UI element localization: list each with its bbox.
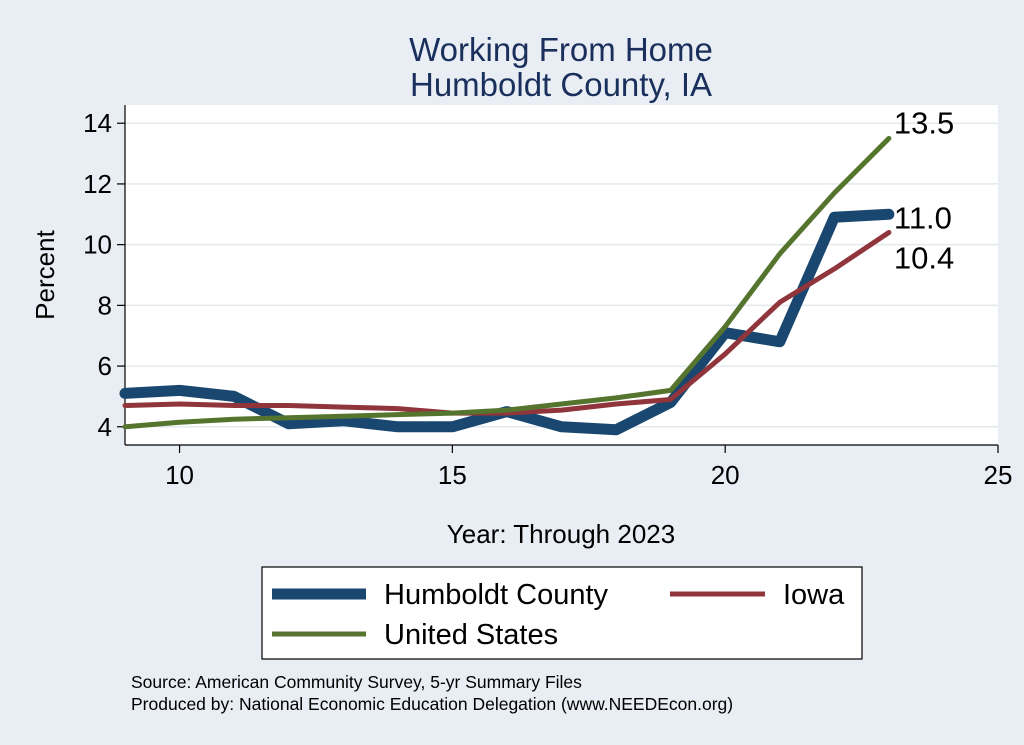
legend: Humboldt County Iowa United States xyxy=(261,566,863,660)
series-line-united-states xyxy=(122,135,892,430)
series-line-iowa xyxy=(122,230,892,416)
series-lines xyxy=(119,135,895,436)
y-tick-label-8: 8 xyxy=(98,290,112,320)
legend-label-iowa: Iowa xyxy=(783,579,845,611)
y-tick-label-14: 14 xyxy=(83,108,112,138)
y-tick-label-6: 6 xyxy=(98,351,112,381)
legend-label-us: United States xyxy=(384,619,558,651)
y-axis-title: Percent xyxy=(30,229,60,319)
chart-title-line-1: Working From Home xyxy=(409,31,713,68)
x-tick-label-15: 15 xyxy=(438,460,467,490)
end-label-humboldt-county: 11.0 xyxy=(894,200,952,235)
y-tick-label-4: 4 xyxy=(98,412,112,442)
legend-box xyxy=(261,566,863,660)
chart-title-line-2: Humboldt County, IA xyxy=(410,66,712,103)
source-note: Source: American Community Survey, 5-yr … xyxy=(131,672,582,692)
end-labels: 13.5 11.0 10.4 xyxy=(894,105,954,275)
legend-label-humboldt: Humboldt County xyxy=(384,579,609,611)
x-tick-label-10: 10 xyxy=(165,460,194,490)
end-label-iowa: 10.4 xyxy=(894,241,954,276)
gridlines xyxy=(125,122,998,428)
producer-note: Produced by: National Economic Education… xyxy=(131,694,733,714)
plot-area xyxy=(125,105,998,445)
y-tick-label-12: 12 xyxy=(83,169,112,199)
x-axis-title: Year: Through 2023 xyxy=(447,519,675,549)
x-tick-label-20: 20 xyxy=(711,460,740,490)
axes: 4 6 8 10 12 14 10 15 20 25 xyxy=(83,105,1012,490)
x-tick-label-25: 25 xyxy=(984,460,1013,490)
y-tick-label-10: 10 xyxy=(83,230,112,260)
end-label-united-states: 13.5 xyxy=(894,105,954,140)
